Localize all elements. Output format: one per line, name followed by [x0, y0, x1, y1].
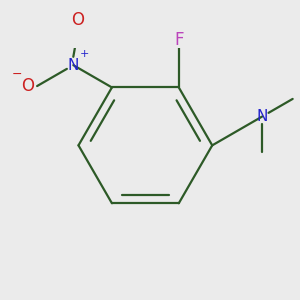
Text: O: O	[21, 77, 34, 95]
Text: N: N	[68, 58, 79, 73]
Text: −: −	[11, 68, 22, 81]
Text: +: +	[80, 49, 89, 59]
Text: O: O	[71, 11, 85, 28]
Text: N: N	[256, 109, 268, 124]
Text: F: F	[174, 31, 184, 49]
